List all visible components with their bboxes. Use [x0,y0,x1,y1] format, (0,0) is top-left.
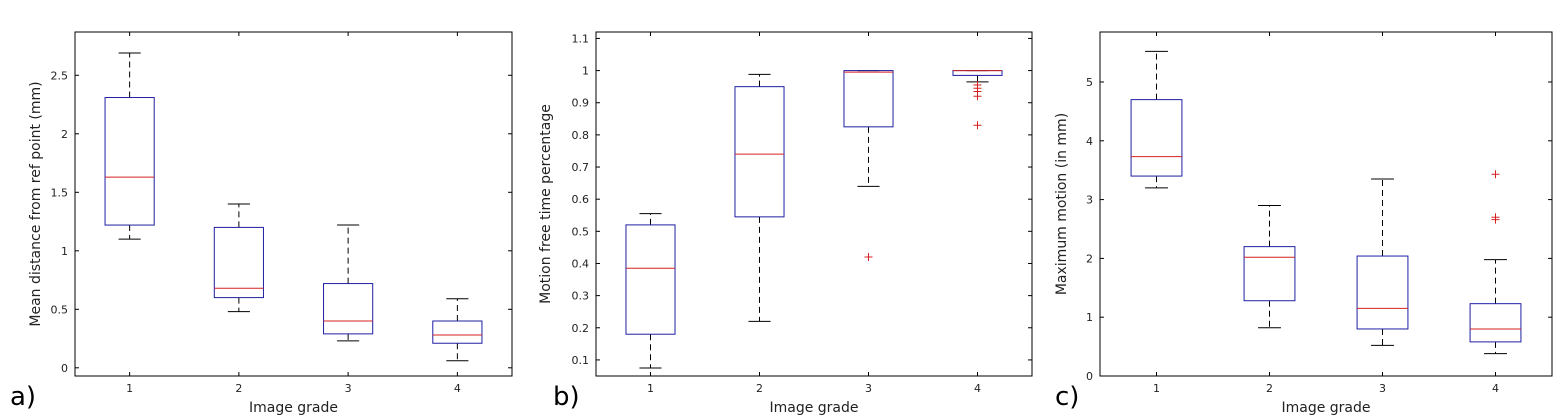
y-axis-label: Maximum motion (in mm) [1054,113,1070,295]
x-tick-label: 2 [235,382,242,395]
x-tick-label: 3 [345,382,352,395]
x-tick-label: 1 [1153,382,1160,395]
y-tick-label: 0 [1086,370,1093,383]
box-iqr [1469,303,1522,343]
box-iqr [1130,99,1183,177]
panel-letter: a) [10,382,36,412]
y-tick-label: 5 [1086,76,1093,89]
y-tick-label: 1 [61,245,68,258]
x-axis-label: Image grade [769,400,858,416]
box-iqr [734,86,785,218]
panel-letter: b) [553,382,580,412]
box-iqr [843,70,894,128]
x-tick-label: 2 [1266,382,1273,395]
x-axis-label: Image grade [1281,400,1370,416]
box-iqr [213,226,264,299]
box-iqr [432,320,483,344]
outlier-marker [1491,215,1500,224]
panel-a-boxplot: 0 0.5 1 1.5 2 2.5 1 2 3 4 Image grade Mean distance… [10,31,513,416]
y-tick-label: 2.5 [51,69,69,82]
y-tick-label: 0 [61,362,68,375]
y-tick-label: 1 [582,65,589,78]
y-tick-label: 0.6 [572,193,590,206]
panel-letter: c) [1055,382,1079,412]
y-tick-label: 0.3 [572,290,590,303]
box-iqr [323,283,374,335]
box-iqr [104,97,155,226]
y-tick-label: 2 [1086,252,1093,265]
x-tick-label: 1 [647,382,654,395]
y-tick-label: 0.7 [572,161,590,174]
box-iqr [952,70,1003,76]
panel-c-boxplot: 0 1 2 3 4 5 1 2 3 4 Image grade Maximum motion (in … [1054,31,1553,416]
box-iqr [1356,255,1409,330]
outlier-marker [864,253,873,262]
plot-frame [1099,31,1553,377]
x-tick-label: 3 [1379,382,1386,395]
y-tick-label: 4 [1086,135,1093,148]
x-tick-label: 4 [974,382,981,395]
y-tick-label: 2 [61,128,68,141]
y-tick-label: 0.1 [572,354,590,367]
box-iqr [625,224,676,335]
outlier-marker [973,92,982,101]
outlier-marker [1491,170,1500,179]
y-tick-label: 0.4 [572,257,590,270]
x-tick-label: 4 [454,382,461,395]
y-tick-label: 0.2 [572,322,590,335]
x-axis-label: Image grade [249,400,338,416]
box-iqr [1243,246,1296,302]
x-tick-label: 4 [1492,382,1499,395]
y-tick-label: 0.5 [572,225,590,238]
y-tick-label: 1.1 [572,32,590,45]
plot-frame [595,31,1033,377]
plot-frame [74,31,513,377]
y-tick-label: 0.8 [572,129,590,142]
y-tick-label: 3 [1086,194,1093,207]
y-tick-label: 1 [1086,311,1093,324]
x-tick-label: 2 [756,382,763,395]
y-tick-label: 0.5 [51,303,69,316]
y-tick-label: 0.9 [572,97,590,110]
outlier-marker [973,121,982,130]
y-tick-label: 1.5 [51,186,69,199]
y-axis-label: Motion free time percentage [538,104,554,304]
x-tick-label: 3 [865,382,872,395]
y-axis-label: Mean distance from ref point (mm) [28,81,44,326]
x-tick-label: 1 [126,382,133,395]
panel-b-boxplot: 0.1 0.2 0.3 0.4 0.5 0.6 0.7 0.8 0.9 1 1.1 1 2 3 4 Image… [538,31,1033,416]
